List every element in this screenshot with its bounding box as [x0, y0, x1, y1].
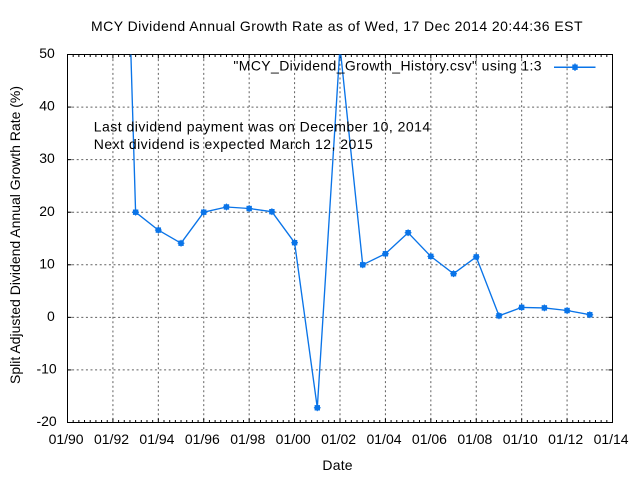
svg-text:Date: Date	[322, 457, 352, 473]
svg-text:01/12: 01/12	[548, 431, 583, 447]
svg-text:30: 30	[39, 150, 55, 166]
svg-text:40: 40	[39, 98, 55, 114]
svg-text:10: 10	[39, 255, 55, 271]
svg-text:Next dividend is expected Marc: Next dividend is expected March 12, 2015	[94, 136, 374, 152]
svg-text:01/94: 01/94	[139, 431, 174, 447]
svg-text:01/02: 01/02	[321, 431, 356, 447]
svg-text:01/98: 01/98	[230, 431, 265, 447]
svg-text:01/06: 01/06	[412, 431, 447, 447]
svg-text:20: 20	[39, 203, 55, 219]
svg-text:01/08: 01/08	[457, 431, 492, 447]
svg-text:Split Adjusted Dividend Annual: Split Adjusted Dividend Annual Growth Ra…	[7, 86, 23, 384]
svg-text:0: 0	[47, 308, 55, 324]
svg-text:Last dividend payment was on D: Last dividend payment was on December 10…	[94, 118, 431, 134]
svg-text:01/96: 01/96	[185, 431, 220, 447]
svg-text:01/10: 01/10	[503, 431, 538, 447]
svg-text:01/90: 01/90	[49, 431, 84, 447]
svg-text:01/04: 01/04	[366, 431, 401, 447]
svg-text:MCY Dividend Annual Growth Rat: MCY Dividend Annual Growth Rate as of We…	[91, 18, 583, 34]
svg-text:"MCY_Dividend_Growth_History.c: "MCY_Dividend_Growth_History.csv" using …	[233, 57, 541, 73]
svg-text:01/92: 01/92	[94, 431, 129, 447]
svg-text:-10: -10	[36, 361, 56, 377]
svg-text:-20: -20	[36, 413, 56, 429]
svg-text:01/00: 01/00	[276, 431, 311, 447]
svg-text:01/14: 01/14	[594, 431, 629, 447]
svg-text:50: 50	[39, 45, 55, 61]
